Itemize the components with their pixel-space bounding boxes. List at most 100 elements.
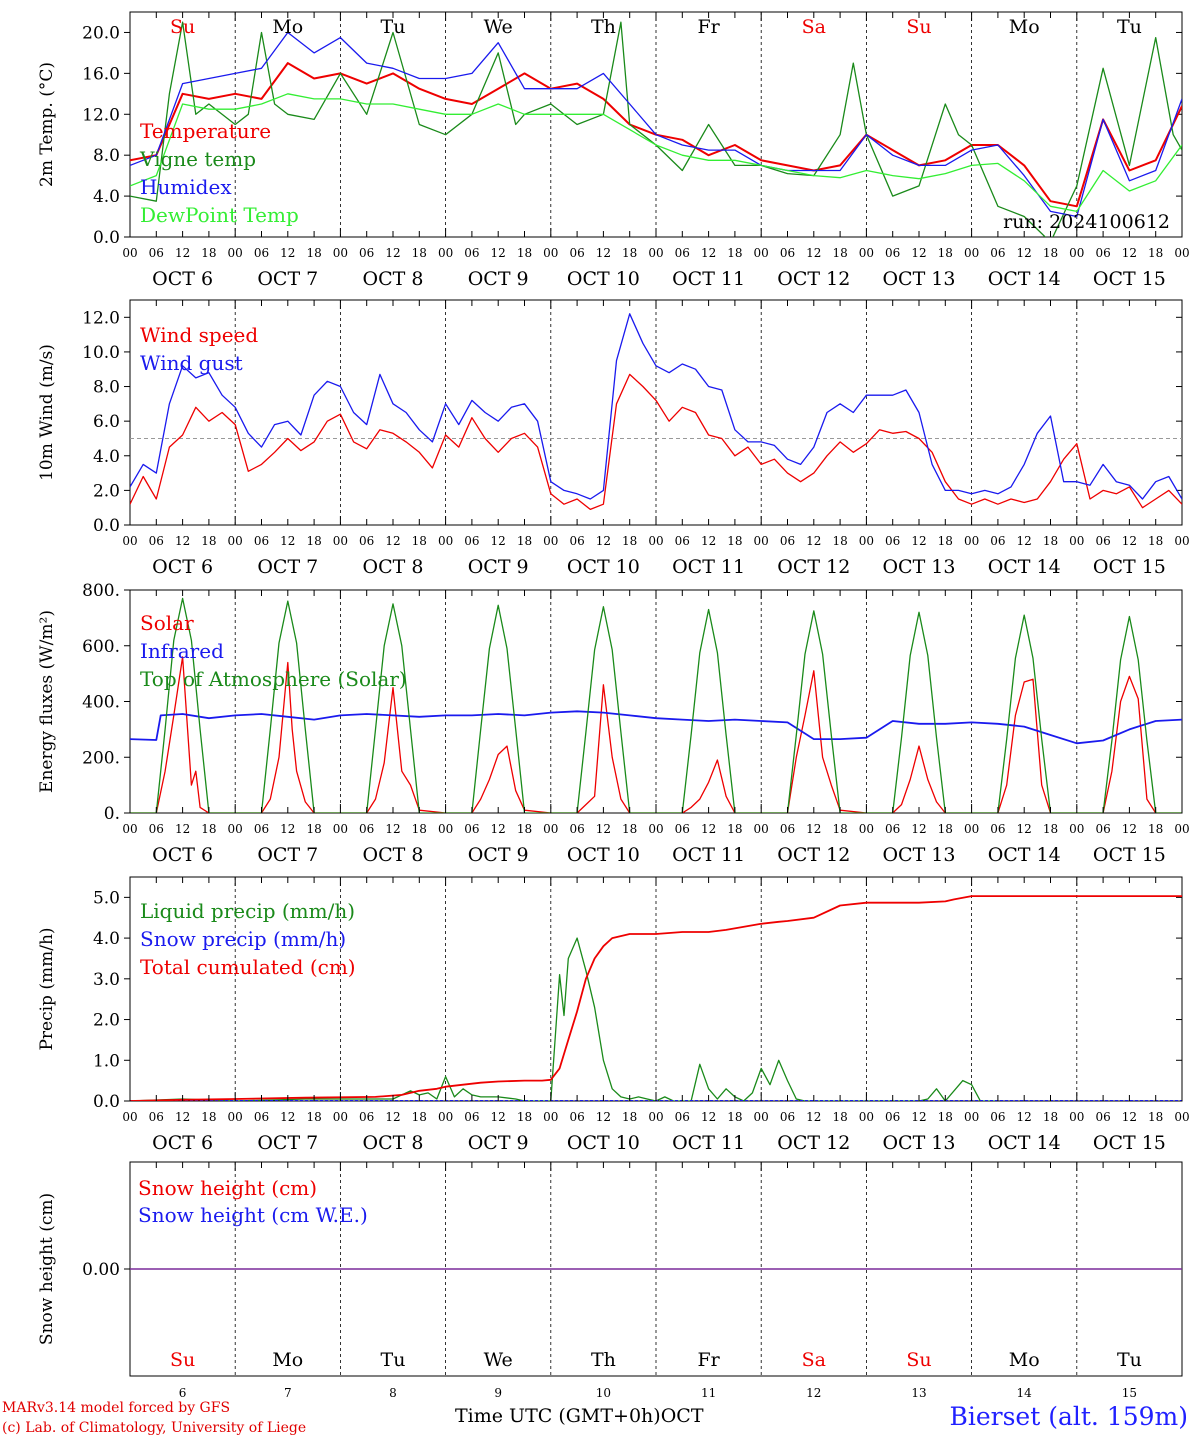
hour-label: 12: [280, 246, 295, 260]
hour-label: 18: [1043, 822, 1058, 836]
date-label: OCT 10: [567, 556, 640, 578]
weekday-label-bottom: Tu: [1117, 1349, 1142, 1371]
series-top-of-atmosphere-solar: [130, 597, 1182, 813]
hour-label: 00: [1069, 1110, 1084, 1124]
hour-label: 06: [885, 534, 900, 548]
hour-label: 12: [385, 822, 400, 836]
hour-label: 18: [517, 246, 532, 260]
hour-label: 18: [832, 1110, 847, 1124]
weekday-label-bottom: Mo: [1009, 1349, 1040, 1371]
weekday-label-top: Th: [591, 16, 616, 38]
date-label: OCT 6: [152, 844, 213, 866]
y-axis-title: 2m Temp. (°C): [37, 62, 57, 187]
hour-label: 00: [964, 534, 979, 548]
hour-label: 12: [280, 1110, 295, 1124]
hour-label: 06: [254, 1110, 269, 1124]
hour-label: 12: [701, 246, 716, 260]
hour-label: 00: [754, 1110, 769, 1124]
day-number-label: 10: [596, 1386, 611, 1400]
hour-label: 12: [385, 1110, 400, 1124]
hour-label: 18: [517, 822, 532, 836]
y-tick-label: 600.: [82, 637, 120, 657]
hour-label: 06: [885, 822, 900, 836]
date-label: OCT 8: [363, 1132, 424, 1154]
date-label: OCT 15: [1093, 268, 1166, 290]
hour-label: 18: [412, 822, 427, 836]
hour-label: 06: [149, 1110, 164, 1124]
date-label: OCT 11: [672, 1132, 745, 1154]
legend-entry: Snow height (cm W.E.): [138, 1203, 368, 1227]
legend-entry: Infrared: [140, 639, 224, 663]
date-label: OCT 10: [567, 1132, 640, 1154]
y-tick-label: 4.0: [93, 929, 120, 949]
hour-label: 12: [1017, 246, 1032, 260]
y-tick-label: 12.0: [82, 308, 120, 328]
hour-label: 12: [1122, 534, 1137, 548]
date-label: OCT 14: [988, 844, 1061, 866]
series-wind-speed: [130, 373, 1182, 511]
y-axis-title: 10m Wind (m/s): [37, 344, 57, 481]
run-label: run: 2024100612: [1003, 211, 1170, 233]
hour-label: 00: [648, 1110, 663, 1124]
hour-label: 06: [990, 1110, 1005, 1124]
y-axis-title: Energy fluxes (W/m²): [37, 610, 57, 793]
weekday-label-bottom: Mo: [272, 1349, 303, 1371]
hour-label: 18: [201, 534, 216, 548]
hour-label: 12: [491, 822, 506, 836]
hour-label: 00: [1069, 534, 1084, 548]
date-label: OCT 12: [777, 556, 850, 578]
hour-label: 18: [201, 822, 216, 836]
day-number-label: 13: [911, 1386, 926, 1400]
hour-label: 00: [122, 822, 137, 836]
hour-label: 06: [359, 246, 374, 260]
hour-label: 00: [122, 1110, 137, 1124]
y-tick-label: 4.0: [93, 447, 120, 467]
hour-label: 00: [754, 822, 769, 836]
hour-label: 18: [727, 534, 742, 548]
hour-label: 18: [1148, 534, 1163, 548]
hour-label: 18: [622, 1110, 637, 1124]
date-label: OCT 6: [152, 1132, 213, 1154]
y-tick-label: 0.0: [93, 516, 120, 536]
y-tick-label: 1.0: [93, 1051, 120, 1071]
time-axis-title: Time UTC (GMT+0h)OCT: [455, 1405, 704, 1427]
hour-label: 06: [254, 822, 269, 836]
series-group: [130, 313, 1182, 511]
hour-label: 00: [438, 246, 453, 260]
station-name: Bierset (alt. 159m): [949, 1402, 1188, 1431]
date-label: OCT 13: [882, 844, 955, 866]
weekday-label-bottom: Tu: [381, 1349, 406, 1371]
hour-label: 00: [1174, 822, 1189, 836]
hour-label: 18: [832, 534, 847, 548]
time-axis-label: Time UTC (GMT+0h): [455, 1405, 661, 1427]
hour-label: 06: [359, 534, 374, 548]
hour-label: 06: [1095, 246, 1110, 260]
y-tick-label: 2.0: [93, 1011, 120, 1031]
date-label: OCT 7: [257, 268, 318, 290]
panel-frame: [129, 299, 1183, 526]
lab-credit: (c) Lab. of Climatology, University of L…: [2, 1420, 307, 1436]
date-label: OCT 8: [363, 556, 424, 578]
date-label: OCT 15: [1093, 844, 1166, 866]
hour-label: 18: [832, 822, 847, 836]
hour-label: 06: [569, 246, 584, 260]
hour-label: 06: [1095, 534, 1110, 548]
hour-label: 00: [438, 534, 453, 548]
y-tick-label: 12.0: [82, 105, 120, 125]
date-label: OCT 8: [363, 268, 424, 290]
y-axis-title: Precip (mm/h): [37, 927, 57, 1050]
hour-label: 06: [464, 246, 479, 260]
hour-label: 12: [1017, 534, 1032, 548]
date-label: OCT 10: [567, 844, 640, 866]
weekday-label-top: Sa: [802, 16, 826, 38]
legend-entry: Liquid precip (mm/h): [140, 899, 355, 923]
day-number-label: 12: [806, 1386, 821, 1400]
hour-label: 06: [780, 246, 795, 260]
hour-label: 06: [675, 1110, 690, 1124]
hour-label: 18: [201, 1110, 216, 1124]
hour-label: 06: [569, 822, 584, 836]
hour-label: 00: [122, 534, 137, 548]
hour-label: 12: [385, 534, 400, 548]
hour-label: 00: [438, 822, 453, 836]
hour-label: 18: [201, 246, 216, 260]
